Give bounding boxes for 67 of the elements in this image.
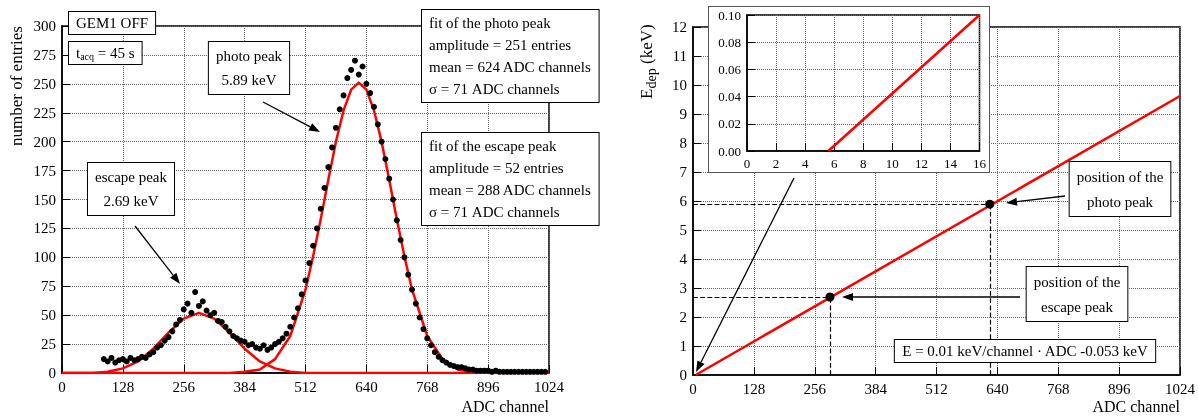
- y-tick-label: 10: [672, 77, 687, 93]
- y-tick-label: 250: [33, 75, 56, 92]
- y-tick-label: 0.08: [718, 34, 741, 50]
- x-tick-label: 128: [111, 378, 135, 395]
- x-tick-label: 14: [943, 156, 958, 171]
- x-tick-label: 12: [914, 156, 928, 171]
- x-tick-label: 6: [830, 156, 838, 171]
- annotation: position of the escape peak: [1033, 273, 1121, 315]
- x-tick-label: 512: [925, 380, 948, 397]
- annotation: fit of the photo peak amplitude = 251 entries mean = 624 ADC channels σ = 71 ADC channels: [429, 15, 591, 97]
- x-tick-label: 4: [801, 156, 809, 171]
- y-tick-label: 0.06: [718, 61, 742, 77]
- x-tick-label: 256: [172, 378, 196, 395]
- annotation: position of the photo peak: [1076, 168, 1164, 210]
- y-tick-label: 5: [679, 222, 687, 238]
- y-tick-label: 9: [679, 106, 687, 122]
- y-tick-label: 175: [33, 162, 56, 179]
- y-tick-label: 7: [679, 164, 688, 180]
- x-tick-label: 640: [986, 380, 1009, 397]
- annotation: escape peak 2.69 keV: [94, 169, 168, 209]
- y-tick-label: 6: [679, 193, 688, 209]
- y-tick-label: 0.02: [718, 116, 741, 132]
- y-tick-label: 8: [679, 135, 687, 151]
- x-tick-label: 896: [476, 378, 500, 395]
- y-tick-label: 275: [33, 46, 56, 63]
- x-tick-label: 384: [864, 380, 888, 397]
- x-tick-label: 896: [1107, 380, 1131, 397]
- x-tick-label: 1024: [534, 378, 565, 395]
- x-tick-label: 2: [772, 156, 780, 171]
- annotation: fit of the escape peak amplitude = 52 entries mean = 288 ADC channels σ = 71 ADC channels: [429, 138, 591, 220]
- x-axis-title: ADC channel: [461, 397, 550, 415]
- y-tick-label: 1: [679, 338, 687, 354]
- y-tick-label: 25: [41, 336, 56, 353]
- y-tick-label: 0.04: [718, 89, 742, 105]
- x-tick-label: 8: [860, 156, 867, 171]
- x-tick-label: 16: [973, 156, 987, 171]
- x-tick-label: 128: [742, 380, 766, 397]
- y-tick-label: 125: [33, 220, 56, 237]
- y-tick-label: 12: [672, 19, 687, 35]
- y-tick-label: 200: [33, 133, 56, 150]
- y-tick-label: 75: [41, 278, 56, 295]
- y-tick-label: 300: [33, 18, 56, 34]
- x-axis-title: ADC channel: [1092, 397, 1181, 415]
- y-tick-label: 11: [672, 48, 687, 64]
- x-tick-label: 256: [803, 380, 827, 397]
- y-tick-label: 3: [679, 280, 687, 296]
- x-tick-label: 512: [294, 378, 317, 395]
- x-tick-label: 384: [233, 378, 257, 395]
- y-tick-label: 150: [33, 191, 56, 208]
- x-tick-label: 1024: [1165, 380, 1196, 397]
- y-tick-label: 0.10: [718, 7, 741, 23]
- y-tick-label: 0: [48, 365, 56, 381]
- y-tick-label: 50: [41, 307, 56, 324]
- y-tick-label: 0: [679, 367, 687, 383]
- y-tick-label: 225: [33, 104, 56, 121]
- y-tick-label: 2: [679, 309, 687, 325]
- x-tick-label: 10: [885, 156, 899, 171]
- y-tick-label: 0.00: [718, 143, 741, 159]
- x-tick-label: 640: [355, 378, 378, 395]
- annotation: photo peak 5.89 keV: [215, 48, 283, 88]
- y-tick-label: 4: [679, 251, 688, 267]
- annotation: E = 0.01 keV/channel · ADC -0.053 keV: [902, 343, 1148, 359]
- y-axis-title: number of entries: [6, 26, 27, 148]
- y-tick-label: 100: [33, 249, 56, 266]
- x-tick-label: 768: [416, 378, 439, 395]
- annotation: GEM1 OFF: [76, 15, 149, 31]
- x-tick-label: 768: [1047, 380, 1070, 397]
